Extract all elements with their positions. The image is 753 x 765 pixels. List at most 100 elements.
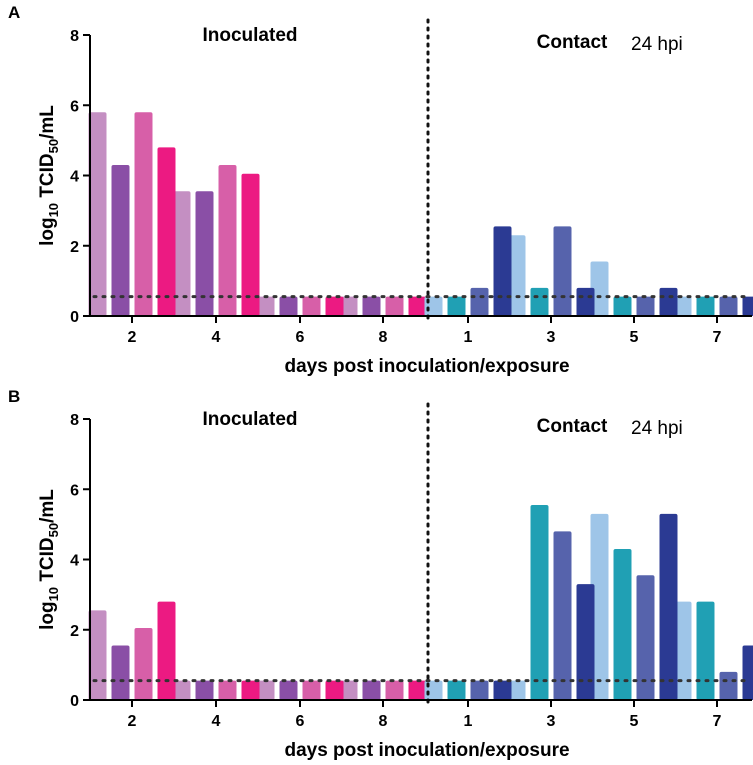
inoculated-bar [326,681,344,700]
x-tick-label: 7 [713,713,722,730]
y-tick-label: 2 [70,239,79,256]
inoculated-bar [112,165,130,316]
inoculated-bar [242,681,260,700]
y-label-log: log [37,601,58,630]
inoculated-bar [158,147,176,316]
x-tick-label: 8 [379,713,388,730]
contact-title: Contact [537,32,608,53]
y-label-log: log [37,217,58,246]
contact-bar [448,681,466,700]
x-axis-label: days post inoculation/exposure [284,740,569,760]
y-axis-label: log10 TCID50/mL [37,489,61,630]
y-tick-label: 0 [70,693,79,710]
inoculated-bar [409,681,427,700]
contact-bar [577,584,595,700]
y-label-sub50: 50 [46,523,61,537]
inoculated-bar [196,681,214,700]
contact-bar [494,226,512,316]
inoculated-bar [242,174,260,316]
y-label-tcid: TCID [37,537,58,587]
contact-bar [614,297,632,316]
x-tick-label: 1 [464,329,473,346]
inoculated-bar [363,297,381,316]
y-tick-label: 8 [70,28,79,45]
contact-bar [660,514,678,700]
inoculated-title: Inoculated [202,409,297,430]
contact-bar [448,297,466,316]
y-tick-label: 0 [70,309,79,326]
contact-subtitle: 24 hpi [631,34,683,55]
inoculated-bar [326,297,344,316]
contact-bar [531,505,549,700]
contact-bar [697,602,715,700]
panel-letter: B [8,387,20,406]
x-tick-label: 1 [464,713,473,730]
y-tick-label: 8 [70,412,79,429]
x-tick-label: 8 [379,329,388,346]
panel-B: B 0 2 4 6 8 2 4 6 8 1 3 5 7 Inoculated Contact 24 hpi day… [8,387,753,760]
contact-bar [554,531,572,700]
contact-bar [743,646,753,700]
inoculated-title: Inoculated [202,25,297,46]
x-tick-label: 3 [547,329,556,346]
contact-bar [471,288,489,316]
y-tick-label: 6 [70,98,79,115]
contact-bar [743,297,753,316]
y-axis-label: log10 TCID50/mL [37,105,61,246]
y-label-unit: /mL [37,105,58,139]
contact-bar [720,672,738,700]
inoculated-bar [112,646,130,700]
contact-bar [637,297,655,316]
inoculated-bar [280,681,298,700]
contact-bar [577,288,595,316]
contact-bar [660,288,678,316]
y-tick-label: 4 [70,169,79,186]
contact-title: Contact [537,416,608,437]
inoculated-bar [303,681,321,700]
inoculated-bar [89,112,107,316]
inoculated-bar [219,681,237,700]
y-label-sub10: 10 [46,203,61,217]
contact-bar [471,681,489,700]
panel-letter: A [8,3,20,22]
inoculated-bar [135,112,153,316]
inoculated-bar [135,628,153,700]
x-tick-label: 5 [630,713,639,730]
x-tick-label: 6 [296,713,305,730]
inoculated-bar [386,297,404,316]
x-tick-label: 5 [630,329,639,346]
y-label-tcid: TCID [37,153,58,203]
y-label-unit: /mL [37,489,58,523]
x-tick-label: 6 [296,329,305,346]
contact-subtitle: 24 hpi [631,418,683,439]
y-label-sub50: 50 [46,139,61,153]
contact-bar [697,297,715,316]
y-tick-label: 6 [70,482,79,499]
contact-bar [720,297,738,316]
contact-bar [494,681,512,700]
x-axis-label: days post inoculation/exposure [284,356,569,377]
y-label-sub10: 10 [46,587,61,601]
x-tick-label: 2 [128,713,137,730]
x-tick-label: 4 [212,713,221,730]
inoculated-bar [158,602,176,700]
inoculated-bar [386,681,404,700]
inoculated-bar [303,297,321,316]
inoculated-bar [280,297,298,316]
contact-bar [614,549,632,700]
inoculated-bar [89,610,107,700]
x-tick-label: 3 [547,713,556,730]
y-tick-label: 4 [70,553,79,570]
inoculated-bar [219,165,237,316]
x-tick-label: 2 [128,329,137,346]
inoculated-bar [409,297,427,316]
panel-A: A 0 2 4 6 8 2 4 6 8 1 3 5 7 Inoculated Contact 24 hpi day… [8,3,753,377]
x-tick-label: 7 [713,329,722,346]
contact-bar [531,288,549,316]
contact-bar [554,226,572,316]
y-tick-label: 2 [70,623,79,640]
inoculated-bar [363,681,381,700]
x-tick-label: 4 [212,329,221,346]
